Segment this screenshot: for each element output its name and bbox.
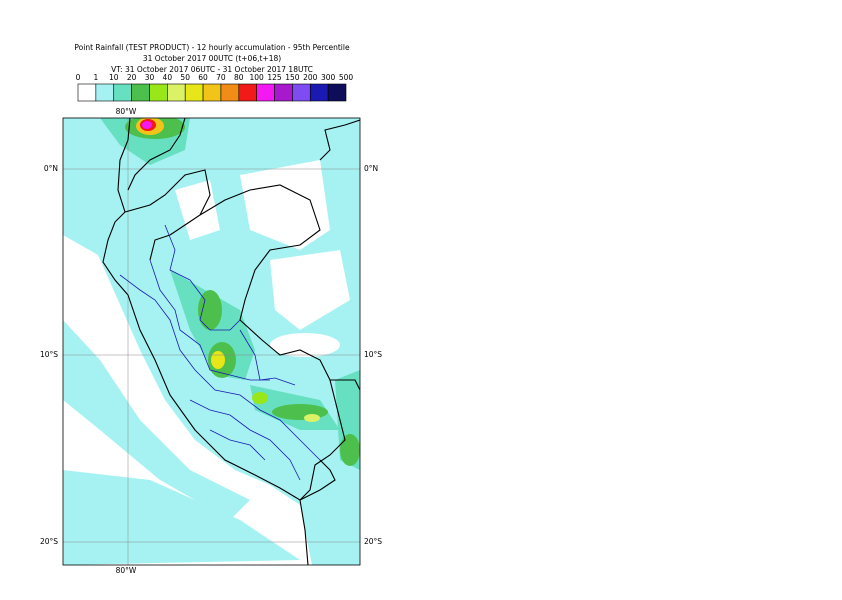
coastline (102, 118, 309, 565)
dry-area (240, 160, 330, 250)
lon-label: 80°W (116, 566, 137, 575)
border (299, 459, 336, 501)
title: Point Rainfall (TEST PRODUCT) - 12 hourl… (74, 43, 350, 52)
border (330, 379, 360, 391)
lat-label: 10°S (364, 350, 382, 359)
rain-area (198, 290, 222, 330)
legend-swatch (149, 83, 168, 102)
department-border (189, 399, 301, 481)
legend-swatch (113, 83, 132, 102)
rain-area (252, 392, 268, 404)
legend-label: 40 (163, 73, 173, 82)
legend-label: 30 (145, 73, 155, 82)
legend-label: 125 (267, 73, 282, 82)
legend-swatch (256, 83, 275, 102)
lat-label: 20°S (40, 537, 58, 546)
legend-label: 100 (250, 73, 265, 82)
legend-label: 300 (321, 73, 336, 82)
lat-label: 20°S (364, 537, 382, 546)
legend-swatch (184, 83, 204, 102)
lon-label: 80°W (116, 107, 137, 116)
rain-area (63, 320, 250, 520)
dry-area (270, 250, 350, 330)
legend-label: 0 (76, 73, 81, 82)
department-border (209, 429, 266, 461)
lat-label: 0°N (364, 164, 378, 173)
legend-label: 20 (127, 73, 137, 82)
legend-swatch (238, 83, 257, 102)
rain-area (304, 414, 320, 422)
border (127, 118, 186, 191)
rain-area (211, 351, 225, 369)
legend-swatch (309, 83, 329, 102)
border (319, 119, 360, 161)
legend-label: 150 (285, 73, 300, 82)
legend-swatch (274, 83, 293, 102)
department-border (239, 329, 296, 386)
legend-swatch (327, 83, 347, 102)
legend-label: 200 (303, 73, 318, 82)
map-frame (62, 117, 361, 566)
legend-swatch (131, 83, 150, 102)
legend-label: 60 (198, 73, 208, 82)
legend-swatch (292, 83, 311, 102)
legend-label: 10 (109, 73, 119, 82)
border (199, 184, 346, 501)
legend-label: 1 (93, 73, 98, 82)
legend-label: 80 (234, 73, 244, 82)
legend-swatch (202, 83, 222, 102)
legend-swatch (167, 83, 186, 102)
lat-label: 0°N (44, 164, 58, 173)
legend-swatch (77, 83, 97, 102)
dry-area (270, 333, 340, 357)
legend-swatch (95, 83, 115, 102)
legend: 0 1 10 20 30 40 50 60 70 80 100 125 150 200 300 500 (76, 73, 354, 102)
border (124, 169, 211, 261)
department-border (149, 259, 270, 381)
legend-label: 70 (216, 73, 226, 82)
legend-swatch (220, 83, 240, 102)
lat-label: 10°S (40, 350, 58, 359)
department-border (164, 224, 241, 331)
rain-area (142, 121, 152, 129)
legend-label: 50 (180, 73, 190, 82)
map: 80°W 80°W 0°N 10°S 20°S 0°N 10°S 20°S (40, 107, 382, 575)
dry-area (175, 180, 220, 240)
rain-area (340, 434, 360, 466)
department-border (119, 274, 321, 461)
subtitle: VT: 31 October 2017 06UTC - 31 October 2… (111, 65, 313, 74)
rain-area (63, 470, 300, 565)
legend-label: 500 (339, 73, 354, 82)
subtitle: 31 October 2017 00UTC (t+06,t+18) (143, 54, 281, 63)
